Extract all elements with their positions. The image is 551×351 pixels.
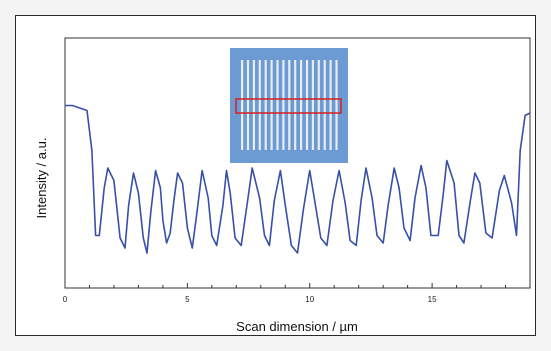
inset-line [270,60,273,150]
inset-line [329,60,332,150]
inset-line [282,60,285,150]
inset-line [335,60,338,150]
inset-line [241,60,244,150]
inset-line [258,60,261,150]
x-tick-label: 10 [305,295,314,304]
inset-scan-region-box [235,98,342,114]
inset-line [276,60,279,150]
inset-micrograph [230,48,348,163]
inset-line [300,60,303,150]
plot-area-frame [64,37,531,289]
y-axis-label: Intensity / a.u. [34,138,49,219]
x-tick-label: 0 [63,295,68,304]
x-tick-label: 5 [185,295,190,304]
inset-line [288,60,291,150]
inset-line-pattern [241,60,338,150]
x-axis-ticks: 0 5 10 15 [63,283,531,304]
inset-line [294,60,297,150]
inset-line [246,60,250,150]
x-tick-label: 15 [428,295,437,304]
inset-line [252,60,255,150]
inset-line [311,60,314,150]
inset-line [323,60,326,150]
inset-line [317,60,320,150]
x-axis-label: Scan dimension / µm [236,319,358,334]
series-layer [65,104,531,254]
inset-line [264,60,267,150]
series-line-1 [65,104,531,254]
inset-line [305,60,309,150]
